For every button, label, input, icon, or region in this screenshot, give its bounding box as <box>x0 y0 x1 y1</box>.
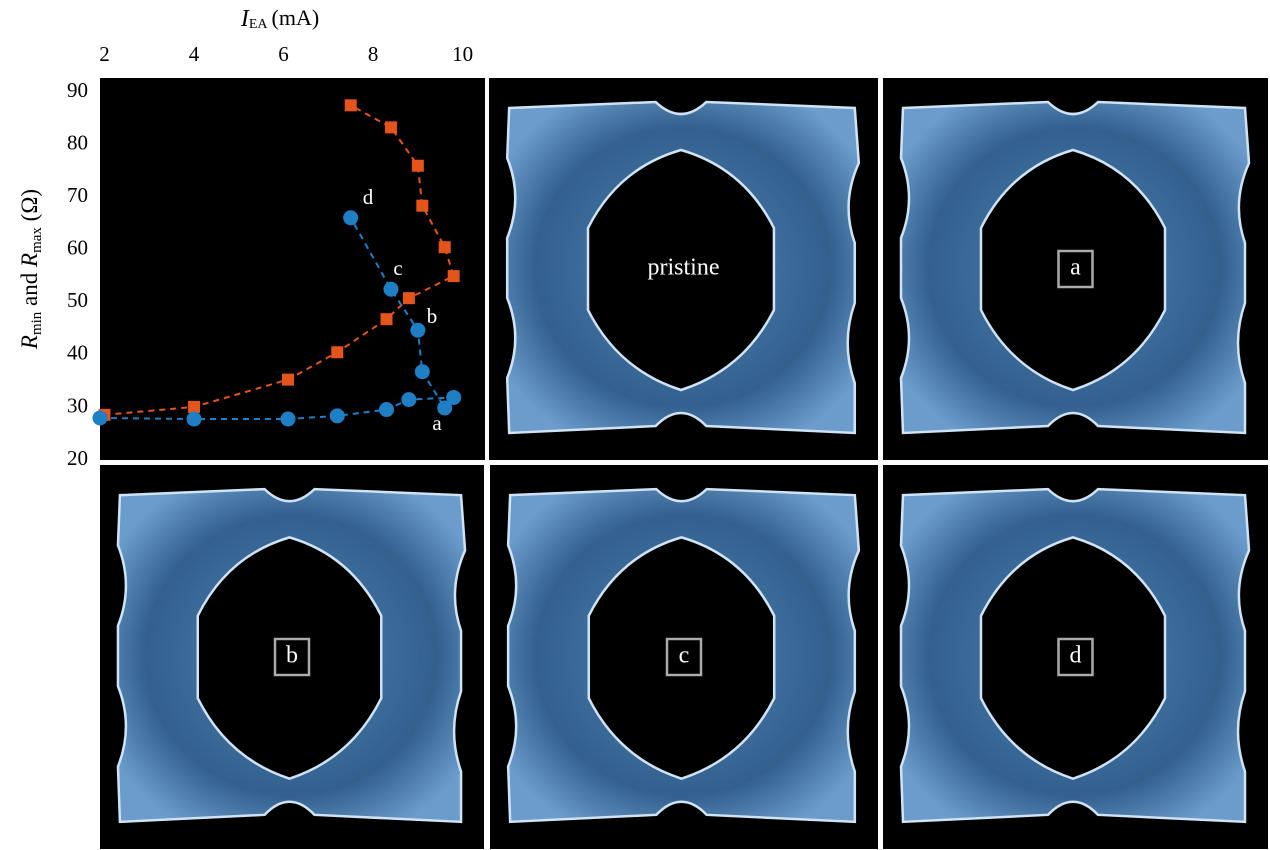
marker <box>331 346 344 359</box>
y-label-part: R <box>17 335 42 350</box>
x-tick-label: 10 <box>452 42 473 66</box>
x-tick-label: 6 <box>278 42 289 66</box>
marker <box>379 402 395 418</box>
marker <box>438 241 451 254</box>
x-tick-label: 8 <box>368 42 379 66</box>
y-tick-label: 50 <box>67 288 88 312</box>
marker <box>410 322 426 338</box>
image-label: d <box>1070 643 1082 669</box>
y-label-part: R <box>17 253 42 268</box>
y-label-part: (Ω) <box>17 189 42 227</box>
marker <box>447 270 460 283</box>
x-label-sub: EA <box>249 17 269 32</box>
marker <box>329 408 345 424</box>
annotation: b <box>427 304 438 328</box>
marker <box>280 411 296 427</box>
x-label-main: I <box>240 6 250 32</box>
image-panels: pristine a b c d <box>100 78 1268 849</box>
series-line <box>99 217 456 421</box>
label-box <box>665 637 703 677</box>
y-tick-label: 90 <box>67 78 88 102</box>
y-tick-label: 30 <box>67 393 88 417</box>
marker <box>411 159 424 172</box>
marker <box>384 121 397 134</box>
y-label-part: min <box>29 311 45 335</box>
annotation: c <box>393 256 402 280</box>
x-tick-label: 2 <box>99 42 110 66</box>
y-tick-label: 60 <box>67 236 88 260</box>
marker <box>402 292 415 305</box>
marker <box>92 410 108 426</box>
y-label-part: max <box>29 227 45 253</box>
plot-area <box>100 78 485 460</box>
marker <box>343 210 359 226</box>
label-box <box>1057 249 1094 289</box>
y-axis-label: Rmin and Rmax (Ω) <box>17 189 45 350</box>
marker <box>344 99 357 112</box>
marker <box>414 364 430 380</box>
image-label: c <box>679 643 690 669</box>
y-tick-label: 40 <box>67 341 88 365</box>
x-tick-label: 4 <box>189 42 200 66</box>
x-axis-label: IEA (mA) <box>240 5 319 32</box>
label-box <box>273 637 311 677</box>
annotation: a <box>432 411 442 435</box>
label-box <box>1057 637 1094 677</box>
marker <box>383 281 399 297</box>
image-label: pristine <box>648 255 720 281</box>
image-label: b <box>286 643 298 669</box>
marker <box>186 411 202 427</box>
marker <box>401 392 417 408</box>
x-label-unit: (mA) <box>272 5 320 30</box>
series-line <box>104 104 455 416</box>
marker <box>416 199 429 212</box>
marker <box>437 400 453 416</box>
y-tick-label: 80 <box>67 131 88 155</box>
annotation: d <box>363 185 374 209</box>
marker <box>380 313 393 326</box>
marker <box>446 389 462 405</box>
marker <box>188 400 201 413</box>
y-tick-label: 70 <box>67 183 88 207</box>
image-label: a <box>1070 255 1081 281</box>
marker <box>282 373 295 386</box>
y-label-part: and <box>17 267 42 312</box>
y-tick-label: 20 <box>67 446 88 470</box>
